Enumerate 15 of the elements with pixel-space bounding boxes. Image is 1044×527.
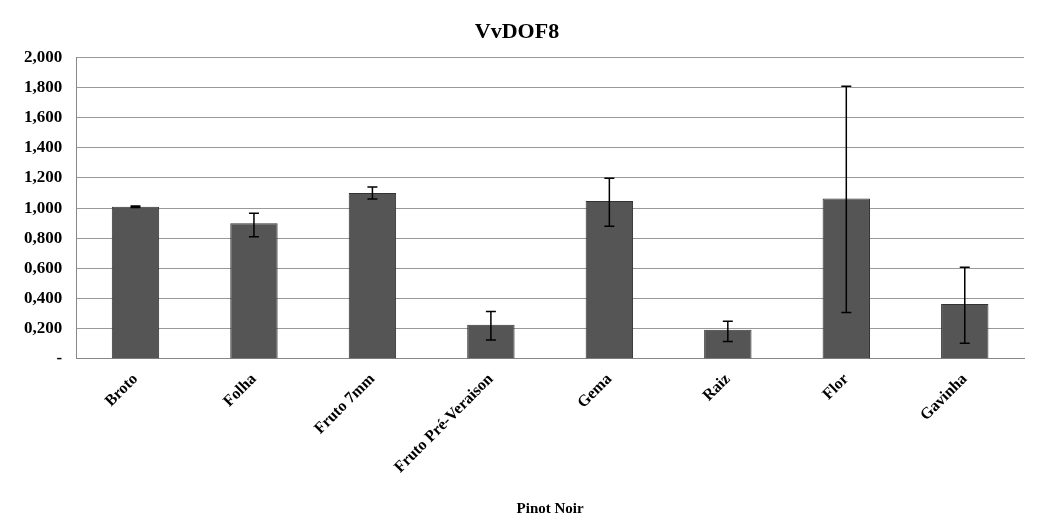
y-tick-label: 1,200 (24, 167, 63, 187)
y-tick-label: - (56, 348, 63, 368)
y-tick-label: 2,000 (24, 46, 63, 66)
x-tick-label: Flor (818, 369, 852, 403)
chart-title: VvDOF8 (474, 17, 560, 43)
y-tick-label: 1,000 (24, 197, 63, 217)
y-tick-label: 0,400 (24, 287, 63, 307)
y-tick-label: 1,400 (24, 137, 63, 157)
x-axis-title: Pinot Noir (516, 499, 584, 516)
y-tick-label: 0,800 (24, 227, 63, 247)
y-tick-label: 0,200 (24, 318, 63, 338)
y-tick-label: 0,600 (24, 257, 63, 277)
y-tick-label: 1,800 (24, 76, 63, 96)
x-tick-label: Raiz (698, 369, 733, 404)
y-tick-label: 1,600 (24, 107, 63, 127)
